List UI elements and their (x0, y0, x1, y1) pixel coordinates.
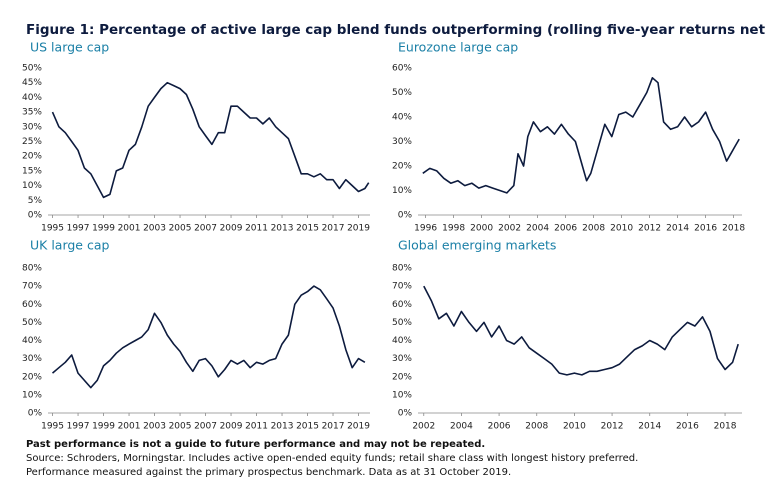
x-tick-label: 2003 (143, 224, 166, 234)
panel-title: Eurozone large cap (398, 40, 518, 55)
y-tick-label: 50% (392, 88, 412, 98)
x-tick-label: 2017 (322, 224, 345, 234)
y-tick-label: 0% (398, 409, 413, 419)
y-tick-label: 10% (22, 390, 42, 400)
x-tick-label: 2018 (722, 224, 745, 234)
x-tick-label: 2008 (525, 422, 548, 432)
y-tick-label: 45% (22, 78, 42, 88)
y-tick-label: 80% (22, 264, 42, 274)
figure-title: Figure 1: Percentage of active large cap… (26, 22, 770, 38)
y-tick-label: 30% (22, 122, 42, 132)
y-tick-label: 20% (22, 152, 42, 162)
line (51, 285, 366, 389)
y-tick-label: 30% (22, 354, 42, 364)
measure-note: Performance measured against the primary… (26, 467, 511, 478)
y-tick-label: 40% (392, 336, 412, 346)
x-tick-label: 2002 (498, 224, 521, 234)
x-tick-label: 2012 (601, 422, 624, 432)
x-tick-label: 2005 (169, 224, 192, 234)
y-tick-label: 0% (28, 211, 43, 221)
x-tick-label: 1996 (414, 224, 437, 234)
y-tick-label: 20% (392, 162, 412, 172)
line (422, 77, 740, 194)
x-tick-label: 1998 (442, 224, 465, 234)
y-tick-label: 10% (392, 390, 412, 400)
x-tick-label: 2016 (694, 224, 717, 234)
x-tick-label: 1997 (67, 422, 90, 432)
x-tick-label: 1999 (92, 224, 115, 234)
x-tick-label: 2004 (526, 224, 549, 234)
y-tick-label: 0% (28, 409, 43, 419)
x-tick-label: 2001 (118, 422, 141, 432)
x-tick-label: 2017 (322, 422, 345, 432)
x-tick-label: 2016 (676, 422, 699, 432)
y-tick-label: 60% (22, 300, 42, 310)
y-tick-label: 0% (398, 211, 413, 221)
line (423, 285, 739, 376)
x-tick-label: 2007 (194, 422, 217, 432)
y-tick-label: 5% (28, 196, 43, 206)
x-tick-label: 2012 (638, 224, 661, 234)
x-tick-label: 2000 (470, 224, 493, 234)
y-tick-label: 25% (22, 137, 42, 147)
y-tick-label: 10% (392, 186, 412, 196)
x-tick-label: 2003 (143, 422, 166, 432)
x-tick-label: 2001 (118, 224, 141, 234)
y-tick-label: 40% (392, 113, 412, 123)
line (51, 81, 370, 199)
y-tick-label: 70% (392, 282, 412, 292)
x-tick-label: 2011 (245, 224, 268, 234)
y-tick-label: 50% (22, 318, 42, 328)
x-tick-label: 2006 (554, 224, 577, 234)
x-tick-label: 2004 (450, 422, 473, 432)
x-tick-label: 2008 (582, 224, 605, 234)
y-tick-label: 10% (22, 181, 42, 191)
panel-title: US large cap (30, 40, 109, 55)
x-tick-label: 1995 (41, 224, 64, 234)
y-tick-label: 30% (392, 137, 412, 147)
y-tick-label: 60% (392, 300, 412, 310)
y-tick-label: 20% (22, 372, 42, 382)
y-tick-label: 30% (392, 354, 412, 364)
y-tick-label: 50% (392, 318, 412, 328)
y-tick-label: 50% (22, 64, 42, 74)
x-tick-label: 2009 (220, 224, 243, 234)
y-tick-label: 70% (22, 282, 42, 292)
x-tick-label: 1999 (92, 422, 115, 432)
x-tick-label: 2013 (271, 422, 294, 432)
x-tick-label: 2009 (220, 422, 243, 432)
x-tick-label: 2011 (245, 422, 268, 432)
y-tick-label: 15% (22, 166, 42, 176)
x-tick-label: 2019 (347, 422, 370, 432)
x-tick-label: 2013 (271, 224, 294, 234)
source: Source: Schroders, Morningstar. Includes… (26, 453, 638, 464)
x-tick-label: 2010 (563, 422, 586, 432)
x-tick-label: 2005 (169, 422, 192, 432)
x-tick-label: 2010 (610, 224, 633, 234)
x-tick-label: 1997 (67, 224, 90, 234)
y-tick-label: 35% (22, 108, 42, 118)
y-tick-label: 80% (392, 264, 412, 274)
x-tick-label: 2007 (194, 224, 217, 234)
x-tick-label: 1995 (41, 422, 64, 432)
x-tick-label: 2018 (714, 422, 737, 432)
x-tick-label: 2002 (412, 422, 435, 432)
x-tick-label: 2014 (666, 224, 689, 234)
x-tick-label: 2006 (488, 422, 511, 432)
y-tick-label: 40% (22, 336, 42, 346)
y-tick-label: 20% (392, 372, 412, 382)
disclaimer: Past performance is not a guide to futur… (26, 439, 485, 450)
y-tick-label: 40% (22, 93, 42, 103)
y-tick-label: 60% (392, 64, 412, 74)
x-tick-label: 2015 (296, 422, 319, 432)
x-tick-label: 2015 (296, 224, 319, 234)
panel-title: UK large cap (30, 238, 110, 253)
panel-title: Global emerging markets (398, 238, 556, 253)
x-tick-label: 2019 (347, 224, 370, 234)
x-tick-label: 2014 (638, 422, 661, 432)
